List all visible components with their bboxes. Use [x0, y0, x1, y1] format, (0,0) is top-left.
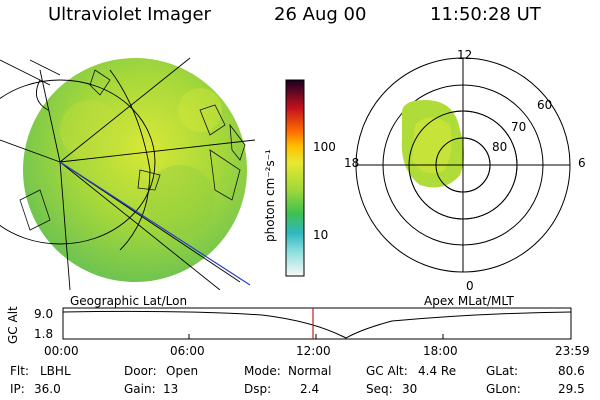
filter-label: Flt: [10, 364, 29, 378]
date-label: 26 Aug 00 [274, 4, 367, 25]
colorbar-tick-10: 10 [313, 228, 329, 242]
mlt-12-label: 12 [457, 48, 473, 62]
left-panel-label: Geographic Lat/Lon [70, 294, 188, 308]
mlat-70-label: 70 [511, 120, 527, 134]
dsp-value: 2.4 [300, 382, 320, 396]
altitude-xtick-3: 18:00 [423, 344, 458, 358]
mlat-60-label: 60 [537, 98, 553, 112]
intensity-colorbar [285, 79, 305, 277]
mlat-80-label: 80 [492, 140, 508, 154]
door-label: Door: [124, 364, 157, 378]
geographic-image [0, 57, 256, 290]
glat-label: GLat: [486, 364, 519, 378]
glon-value: 29.5 [558, 382, 585, 396]
glon-label: GLon: [486, 382, 521, 396]
right-panel-label: Apex MLat/MLT [424, 294, 514, 308]
altitude-xtick-0: 00:00 [44, 344, 79, 358]
filter-value: LBHL [40, 364, 71, 378]
altitude-xtick-2: 12:00 [296, 344, 331, 358]
seq-value: 30 [402, 382, 418, 396]
mode-value: Normal [288, 364, 332, 378]
gain-label: Gain: [124, 382, 156, 396]
mode-label: Mode: [244, 364, 281, 378]
earth-disk [23, 58, 247, 282]
app-title: Ultraviolet Imager [48, 4, 211, 25]
ip-value: 36.0 [34, 382, 61, 396]
glat-value: 80.6 [558, 364, 585, 378]
mlt-6-label: 6 [578, 156, 586, 170]
altitude-plot [62, 307, 572, 340]
coastlines [19, 69, 246, 231]
polar-mlt-plot [355, 57, 571, 273]
altitude-ylabel: GC Alt [6, 306, 20, 344]
altitude-ymax: 9.0 [34, 307, 54, 321]
gc-alt-label: GC Alt: [366, 364, 408, 378]
altitude-xtick-4: 23:59 [555, 344, 590, 358]
mlt-18-label: 18 [344, 156, 360, 170]
door-value: Open [166, 364, 199, 378]
dsp-label: Dsp: [244, 382, 272, 396]
gain-value: 13 [163, 382, 179, 396]
colorbar-unit-label: photon cm⁻²s⁻¹ [263, 149, 277, 242]
time-label: 11:50:28 UT [430, 4, 541, 25]
colorbar-tick-100: 100 [313, 140, 336, 154]
seq-label: Seq: [366, 382, 393, 396]
altitude-ymin: 1.8 [34, 327, 54, 341]
gc-alt-value: 4.4 Re [418, 364, 457, 378]
ip-label: IP: [10, 382, 25, 396]
altitude-xtick-1: 06:00 [170, 344, 205, 358]
mlt-0-label: 0 [466, 279, 474, 293]
